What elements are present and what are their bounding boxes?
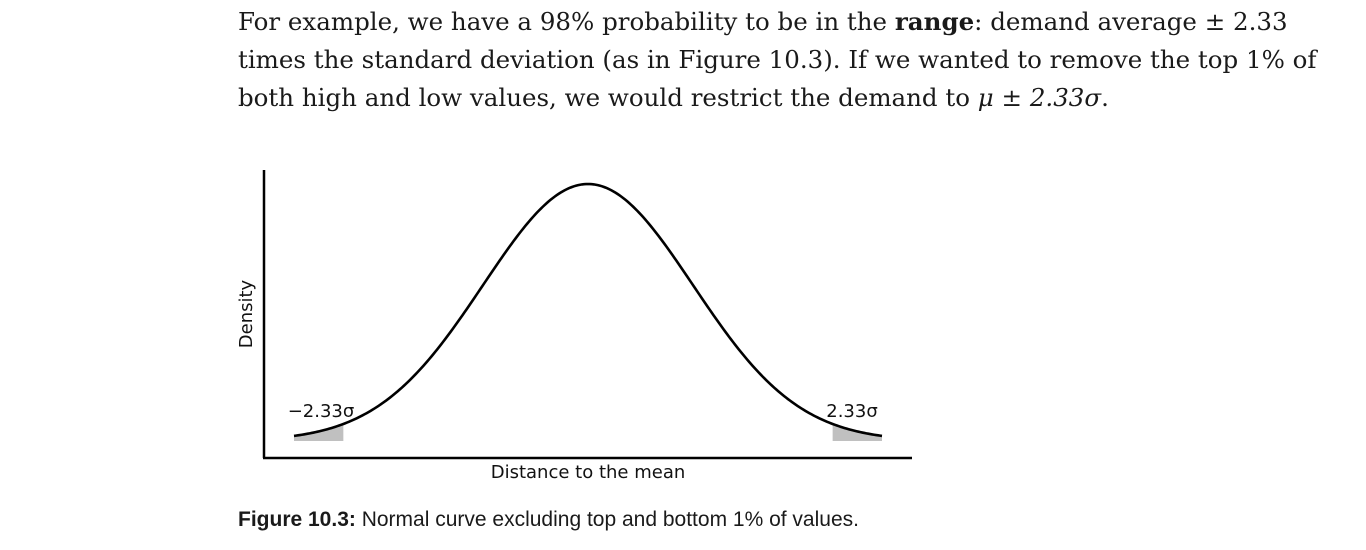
caption-text: Normal curve excluding top and bottom 1%… (355, 508, 859, 531)
paragraph-line-3: both high and low values, we would restr… (238, 79, 1248, 117)
figure-caption: Figure 10.3: Normal curve excluding top … (238, 508, 859, 532)
left-cutoff-label: −2.33σ (288, 401, 355, 422)
paragraph-line-2: times the standard deviation (as in Figu… (238, 45, 1317, 74)
math-expression: μ ± 2.33σ (977, 83, 1102, 112)
bold-term: range (894, 7, 975, 36)
right-cutoff-label: 2.33σ (826, 401, 878, 422)
x-axis-label: Distance to the mean (491, 462, 686, 483)
paragraph-text: . (1101, 83, 1109, 112)
y-axis-label: Density (236, 279, 257, 348)
paragraph-text: For example, we have a 98% probability t… (238, 7, 895, 36)
paragraph-text: : demand average ± 2.33 (974, 7, 1288, 36)
paragraph-line-1: For example, we have a 98% probability t… (238, 3, 1288, 41)
paragraph-text: both high and low values, we would restr… (238, 83, 978, 112)
density-curve (293, 182, 883, 438)
body-paragraph: For example, we have a 98% probability t… (238, 3, 1317, 117)
caption-label: Figure 10.3: (238, 508, 356, 531)
